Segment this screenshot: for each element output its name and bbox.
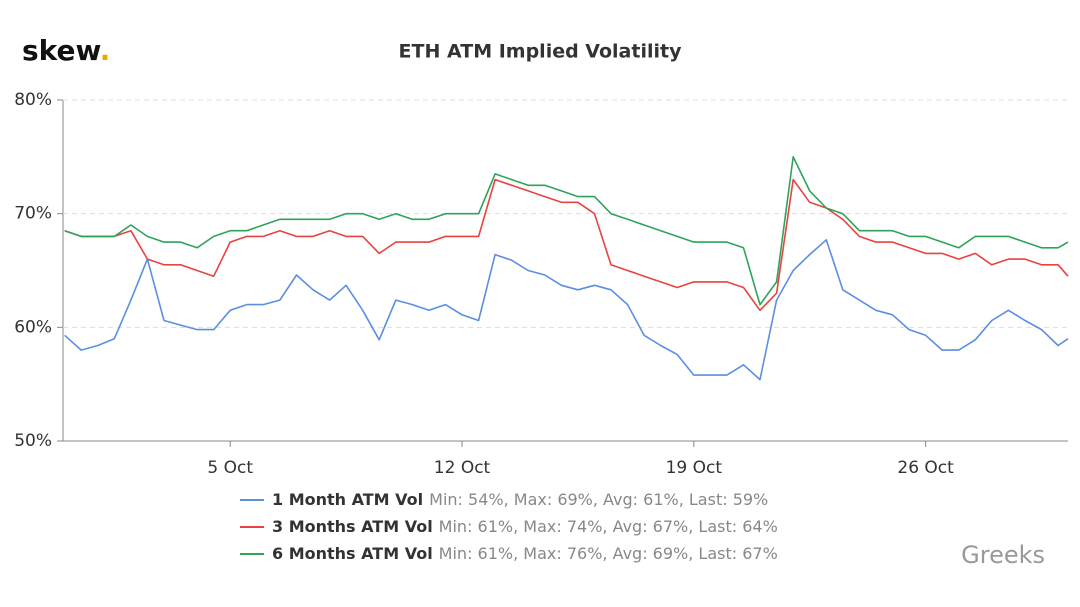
x-tick-label: 19 Oct xyxy=(666,458,723,478)
x-tick-label: 12 Oct xyxy=(434,458,491,478)
chart-title: ETH ATM Implied Volatility xyxy=(399,41,683,63)
legend-entry: 6 Months ATM Vol Min: 61%, Max: 76%, Avg:… xyxy=(272,544,778,563)
series-line xyxy=(64,178,1069,312)
watermark: Greeks xyxy=(961,541,1045,569)
legend-name: 1 Month ATM Vol xyxy=(272,490,423,509)
legend-entry: 3 Months ATM Vol Min: 61%, Max: 74%, Avg:… xyxy=(272,517,778,536)
x-tick-label: 26 Oct xyxy=(897,458,954,478)
x-tick-label: 5 Oct xyxy=(207,458,253,478)
series-line xyxy=(64,239,1069,381)
y-tick-label: 60% xyxy=(14,317,52,337)
y-tick-label: 50% xyxy=(14,431,52,451)
y-tick-label: 80% xyxy=(14,90,52,110)
logo-text: skew xyxy=(22,34,101,67)
logo-dot: . xyxy=(100,34,111,67)
y-tick-label: 70% xyxy=(14,204,52,224)
legend-stats: Min: 54%, Max: 69%, Avg: 61%, Last: 59% xyxy=(429,490,768,509)
legend-stats: Min: 61%, Max: 74%, Avg: 67%, Last: 64% xyxy=(439,517,778,536)
legend-entry: 1 Month ATM Vol Min: 54%, Max: 69%, Avg: … xyxy=(272,490,768,509)
series-line xyxy=(64,156,1069,306)
logo: skew. xyxy=(22,34,110,67)
legend-stats: Min: 61%, Max: 76%, Avg: 69%, Last: 67% xyxy=(439,544,778,563)
legend-name: 3 Months ATM Vol xyxy=(272,517,433,536)
legend-name: 6 Months ATM Vol xyxy=(272,544,433,563)
